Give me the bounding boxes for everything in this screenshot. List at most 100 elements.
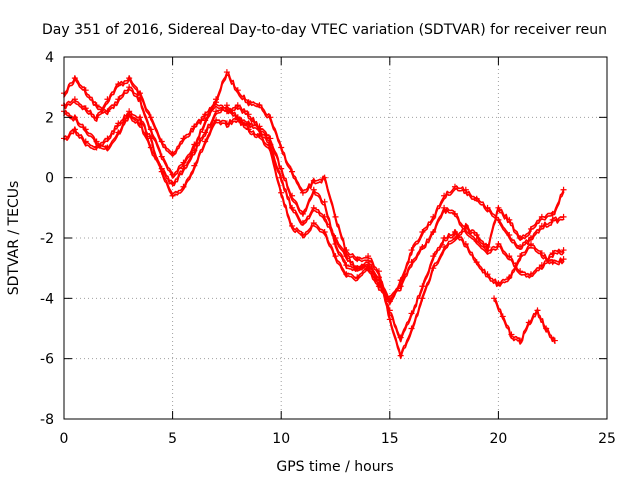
data-point bbox=[234, 114, 241, 121]
data-point bbox=[82, 138, 89, 145]
data-point bbox=[158, 153, 165, 160]
data-point bbox=[104, 135, 111, 142]
data-point bbox=[473, 259, 480, 266]
y-tick-label: 4 bbox=[45, 50, 54, 66]
data-point bbox=[299, 219, 306, 226]
data-point bbox=[71, 114, 78, 121]
data-point bbox=[386, 298, 393, 305]
data-point bbox=[147, 114, 154, 121]
data-point bbox=[278, 144, 285, 151]
data-point bbox=[180, 183, 187, 190]
data-point bbox=[560, 247, 567, 254]
data-point bbox=[115, 81, 122, 88]
data-point bbox=[202, 129, 209, 136]
data-point bbox=[115, 96, 122, 103]
x-axis-label: GPS time / hours bbox=[276, 459, 393, 475]
axes: 0 5 10 15 20 25 -8 -6 -4 -2 0 2 4 bbox=[40, 50, 616, 447]
data-point bbox=[527, 271, 534, 278]
data-point bbox=[191, 123, 198, 130]
chart-title: Day 351 of 2016, Sidereal Day-to-day VTE… bbox=[42, 22, 607, 38]
data-point bbox=[430, 228, 437, 235]
y-tick-label: 0 bbox=[45, 171, 54, 187]
data-point bbox=[430, 265, 437, 272]
data-point bbox=[180, 159, 187, 166]
data-point bbox=[137, 96, 144, 103]
data-point bbox=[278, 189, 285, 196]
data-point bbox=[354, 274, 361, 281]
data-point bbox=[419, 244, 426, 251]
data-point bbox=[289, 204, 296, 211]
data-point bbox=[289, 168, 296, 175]
data-point bbox=[256, 102, 263, 109]
data-point bbox=[332, 253, 339, 260]
x-tick-label: 0 bbox=[60, 431, 69, 447]
data-point bbox=[408, 247, 415, 254]
x-tick-label: 20 bbox=[489, 431, 507, 447]
data-point bbox=[213, 96, 220, 103]
data-point bbox=[495, 204, 502, 211]
data-point bbox=[419, 295, 426, 302]
data-point bbox=[267, 141, 274, 148]
data-point bbox=[408, 325, 415, 332]
data-point bbox=[506, 253, 513, 260]
data-point bbox=[202, 138, 209, 145]
data-point bbox=[397, 334, 404, 341]
series-track-5 bbox=[491, 295, 558, 345]
data-point bbox=[430, 213, 437, 220]
data-point bbox=[451, 210, 458, 217]
data-point bbox=[538, 213, 545, 220]
data-point bbox=[506, 274, 513, 281]
data-point bbox=[419, 283, 426, 290]
data-point bbox=[71, 96, 78, 103]
data-point bbox=[289, 222, 296, 229]
data-point bbox=[549, 250, 556, 257]
data-point bbox=[321, 228, 328, 235]
data-point bbox=[527, 225, 534, 232]
data-point bbox=[104, 108, 111, 115]
data-point bbox=[499, 313, 506, 320]
data-point bbox=[462, 186, 469, 193]
y-tick-label: -2 bbox=[40, 231, 54, 247]
series-line-band bbox=[493, 300, 556, 345]
data-point bbox=[321, 198, 328, 205]
data-point bbox=[158, 138, 165, 145]
data-point bbox=[82, 105, 89, 112]
data-point bbox=[158, 165, 165, 172]
data-point bbox=[549, 259, 556, 266]
data-point bbox=[451, 183, 458, 190]
series-track-3 bbox=[61, 69, 567, 360]
data-point bbox=[549, 210, 556, 217]
data-point bbox=[180, 135, 187, 142]
data-point bbox=[256, 126, 263, 133]
data-point bbox=[462, 222, 469, 229]
data-point bbox=[441, 192, 448, 199]
data-point bbox=[289, 192, 296, 199]
data-point bbox=[310, 177, 317, 184]
data-point bbox=[506, 216, 513, 223]
data-point bbox=[343, 253, 350, 260]
data-point bbox=[202, 117, 209, 124]
data-point bbox=[527, 235, 534, 241]
data-point bbox=[560, 213, 567, 220]
data-point bbox=[245, 126, 252, 133]
data-point bbox=[169, 180, 176, 187]
data-point bbox=[473, 231, 480, 238]
data-point bbox=[386, 316, 393, 323]
data-point bbox=[82, 87, 89, 94]
data-point bbox=[441, 204, 448, 211]
y-tick-label: -6 bbox=[40, 352, 54, 368]
data-point bbox=[71, 126, 78, 133]
data-point bbox=[560, 186, 567, 193]
data-point bbox=[310, 219, 317, 226]
data-point bbox=[560, 256, 567, 263]
data-point bbox=[126, 111, 133, 118]
data-point bbox=[223, 69, 230, 76]
data-point bbox=[202, 111, 209, 118]
data-point bbox=[484, 271, 491, 278]
data-point bbox=[397, 352, 404, 359]
data-point bbox=[332, 235, 339, 241]
data-point bbox=[375, 277, 382, 284]
data-point bbox=[115, 120, 122, 127]
data-point bbox=[508, 331, 515, 338]
data-point bbox=[551, 337, 558, 344]
